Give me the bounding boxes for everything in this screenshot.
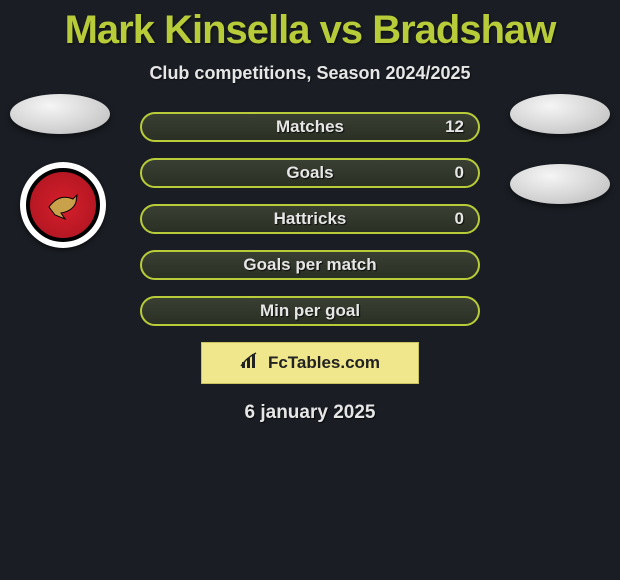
player-disc-right-1 — [510, 94, 610, 134]
stat-label: Matches — [276, 117, 344, 137]
watermark-text: FcTables.com — [268, 353, 380, 373]
player-disc-right-2 — [510, 164, 610, 204]
comparison-area: Matches 12 Goals 0 Hattricks 0 Goals per… — [0, 112, 620, 424]
snapshot-date: 6 january 2025 — [0, 402, 620, 424]
stat-label: Goals — [286, 163, 333, 183]
stat-label: Goals per match — [243, 255, 376, 275]
stat-label: Hattricks — [274, 209, 347, 229]
stat-row-goals: Goals 0 — [140, 158, 480, 188]
player-disc-left — [10, 94, 110, 134]
stat-bars: Matches 12 Goals 0 Hattricks 0 Goals per… — [140, 112, 480, 326]
club-crest-inner — [26, 168, 100, 242]
stat-label: Min per goal — [260, 301, 360, 321]
page-title: Mark Kinsella vs Bradshaw — [0, 0, 620, 53]
club-crest — [20, 162, 106, 248]
stat-row-matches: Matches 12 — [140, 112, 480, 142]
stat-value: 0 — [455, 163, 464, 183]
club-crest-bird-icon — [43, 185, 83, 225]
subtitle: Club competitions, Season 2024/2025 — [0, 63, 620, 84]
watermark: FcTables.com — [201, 342, 419, 384]
chart-bars-icon — [240, 352, 262, 375]
stat-value: 12 — [445, 117, 464, 137]
stat-row-min-per-goal: Min per goal — [140, 296, 480, 326]
stat-row-hattricks: Hattricks 0 — [140, 204, 480, 234]
stat-value: 0 — [455, 209, 464, 229]
stat-row-goals-per-match: Goals per match — [140, 250, 480, 280]
